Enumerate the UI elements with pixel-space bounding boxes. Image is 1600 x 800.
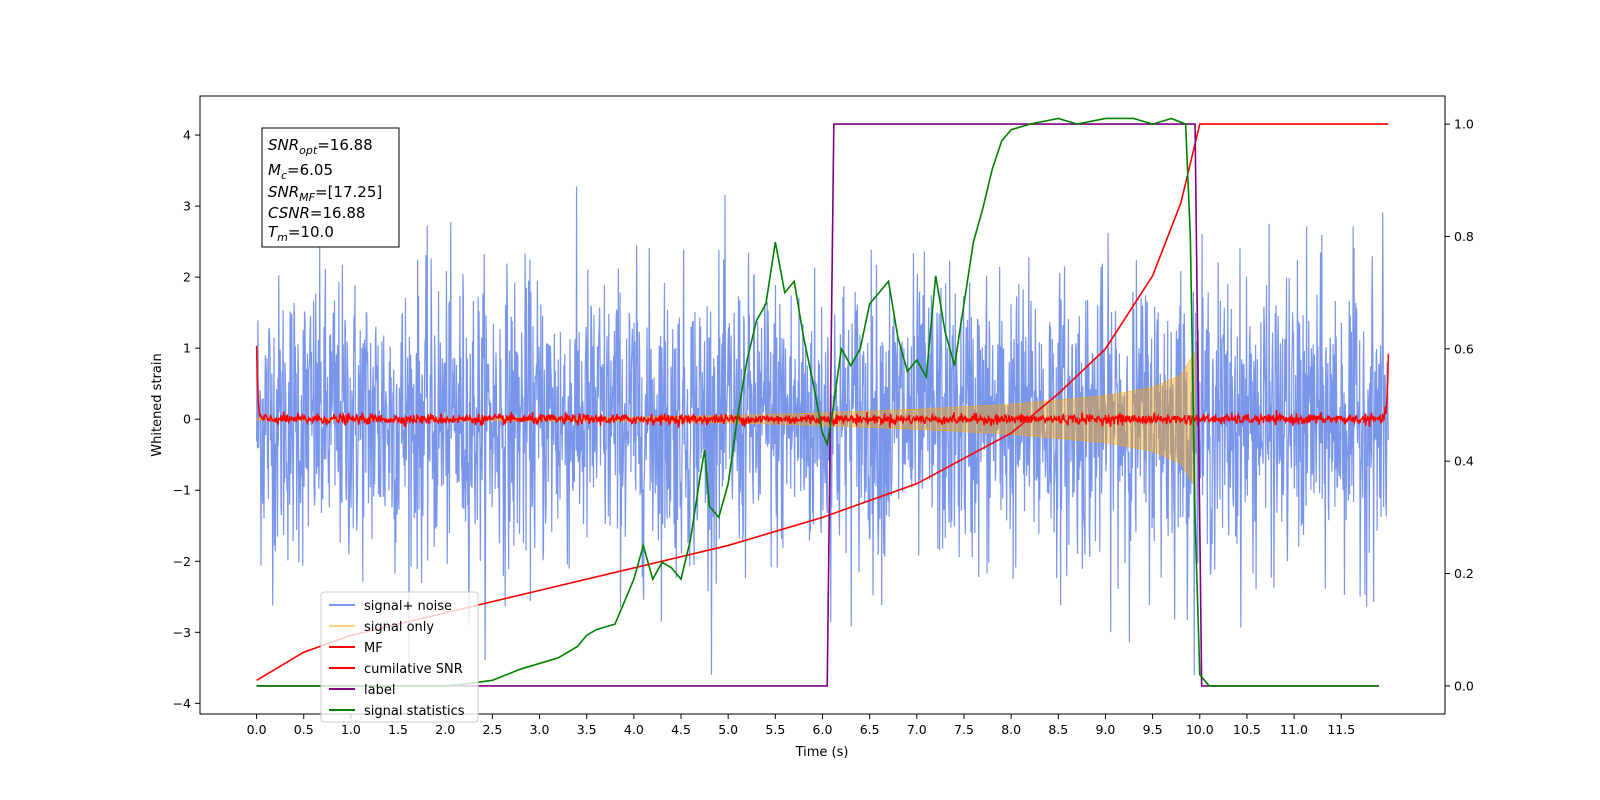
x-axis-label: Time (s) (795, 745, 849, 760)
x-tick-label: 9.0 (1096, 722, 1116, 737)
x-tick-label: 8.0 (1001, 722, 1021, 737)
legend-label-label: label (364, 683, 395, 698)
x-tick-label: 8.5 (1048, 722, 1068, 737)
mf-series (255, 345, 1390, 429)
y-tick-label: −4 (173, 696, 191, 711)
y2-tick-label: 0.6 (1454, 341, 1474, 356)
x-tick-label: 6.5 (860, 722, 880, 737)
legend-label-signal-noise: signal+ noise (364, 599, 452, 614)
x-tick-label: 1.5 (388, 722, 408, 737)
y2-axis: 0.0 0.2 0.4 0.6 0.8 1.0 (1445, 117, 1474, 693)
y-tick-label: −1 (173, 483, 191, 498)
y-tick-label: 4 (183, 128, 191, 143)
y2-tick-label: 0.4 (1454, 454, 1474, 469)
info-snr-opt: SNRopt=16.88 (268, 136, 373, 157)
info-csnr: CSNR=16.88 (268, 204, 365, 222)
x-tick-label: 6.0 (813, 722, 833, 737)
x-tick-label: 0.5 (294, 722, 314, 737)
y2-tick-label: 0.2 (1454, 566, 1474, 581)
x-tick-label: 10.5 (1233, 722, 1261, 737)
signal-statistics-line (256, 117, 1379, 687)
x-tick-label: 3.0 (530, 722, 550, 737)
x-tick-label: 11.0 (1280, 722, 1308, 737)
info-snr-mf: SNRMF=[17.25] (268, 183, 382, 204)
y-tick-label: 2 (183, 270, 191, 285)
y-tick-label: 0 (183, 412, 191, 427)
y-tick-label: 3 (183, 199, 191, 214)
x-tick-label: 11.5 (1327, 722, 1355, 737)
info-box: SNRopt=16.88 Mc=6.05 SNRMF=[17.25] CSNR=… (261, 127, 400, 248)
y2-tick-label: 0.0 (1454, 678, 1474, 693)
y-tick-label: −2 (173, 554, 191, 569)
x-tick-label: 0.0 (247, 722, 267, 737)
legend-label-signal-statistics: signal statistics (364, 704, 465, 719)
x-axis: 0.0 0.5 1.0 1.5 2.0 2.5 3.0 3.5 4.0 4.5 5.0 5.5 6.0 6… (247, 714, 1355, 737)
info-box-frame (261, 127, 400, 248)
legend-label-mf: MF (364, 641, 383, 656)
x-tick-label: 2.0 (435, 722, 455, 737)
legend: signal+ noise signal only MF cumilative … (320, 591, 479, 723)
info-tm: Tm=10.0 (268, 223, 334, 244)
y-tick-label: −3 (173, 625, 191, 640)
x-tick-label: 5.5 (765, 722, 785, 737)
x-tick-label: 4.0 (624, 722, 644, 737)
x-tick-label: 2.5 (482, 722, 502, 737)
y2-tick-label: 1.0 (1454, 117, 1474, 132)
y-axis: −4 −3 −2 −1 0 1 2 3 4 (173, 128, 200, 711)
legend-label-cumulative-snr: cumilative SNR (364, 662, 463, 677)
legend-frame (320, 591, 479, 723)
x-tick-label: 7.5 (954, 722, 974, 737)
info-mc: Mc=6.05 (268, 161, 333, 182)
legend-label-signal-only: signal only (364, 620, 434, 635)
x-tick-label: 3.5 (577, 722, 597, 737)
y-axis-label: Whitened strain (150, 353, 165, 456)
x-tick-label: 1.0 (341, 722, 361, 737)
x-tick-label: 7.0 (907, 722, 927, 737)
x-tick-label: 10.0 (1186, 722, 1214, 737)
y2-tick-label: 0.8 (1454, 229, 1474, 244)
signal-statistics-series (256, 117, 1379, 687)
y-tick-label: 1 (183, 341, 191, 356)
mf-line (255, 345, 1390, 429)
x-tick-label: 4.5 (671, 722, 691, 737)
x-tick-label: 5.0 (718, 722, 738, 737)
x-tick-label: 9.5 (1143, 722, 1163, 737)
